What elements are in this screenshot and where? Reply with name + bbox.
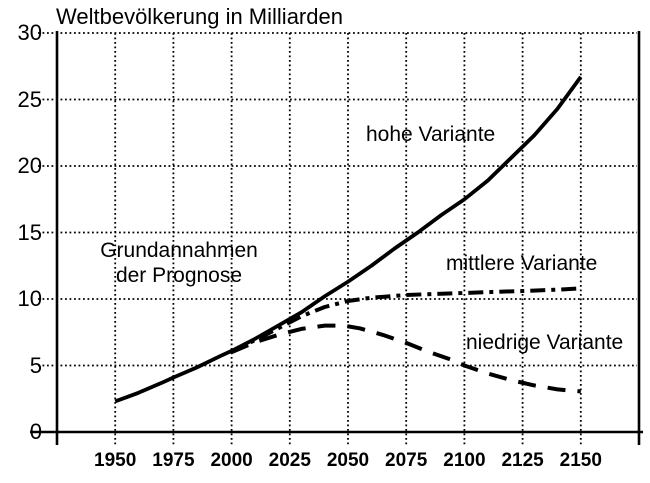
x-tick-label-2025: 2025	[268, 450, 311, 471]
x-tick-label-2075: 2075	[385, 450, 428, 471]
x-tick-label-1975: 1975	[152, 450, 195, 471]
y-tick-label-30: 30	[17, 20, 42, 45]
x-tick-label-2050: 2050	[326, 450, 370, 471]
chart-title: Weltbevölkerung in Milliarden	[56, 4, 343, 29]
y-tick-label-25: 25	[17, 86, 42, 112]
series-curve-2	[230, 323, 581, 394]
series-label-mittlere-variante: mittlere Variante	[446, 252, 598, 275]
x-tick-label-2000: 2000	[210, 450, 253, 471]
annotation-grundannahmen-line1: Grundannahmen	[100, 239, 258, 262]
annotation-grundannahmen-line2: der Prognose	[115, 264, 243, 287]
x-tick-label-2125: 2125	[501, 450, 544, 471]
x-tick-label-2100: 2100	[443, 450, 486, 471]
x-tick-label-1950: 1950	[94, 450, 137, 471]
series-label-niedrige-variante: niedrige Variante	[466, 331, 624, 354]
series-curve-0	[114, 75, 583, 404]
y-tick-label-20: 20	[17, 153, 42, 178]
y-tick-label-10: 10	[17, 286, 42, 311]
series-label-hohe-variante: hohe Variante	[366, 123, 496, 146]
y-tick-label-0: 0	[29, 419, 42, 444]
y-tick-label-15: 15	[17, 219, 42, 245]
y-tick-label-5: 5	[29, 352, 42, 378]
annotation-grundannahmen: Grundannahmen der Prognose	[93, 238, 265, 288]
x-tick-label-2150: 2150	[559, 450, 602, 471]
series-curve-1	[230, 286, 581, 354]
